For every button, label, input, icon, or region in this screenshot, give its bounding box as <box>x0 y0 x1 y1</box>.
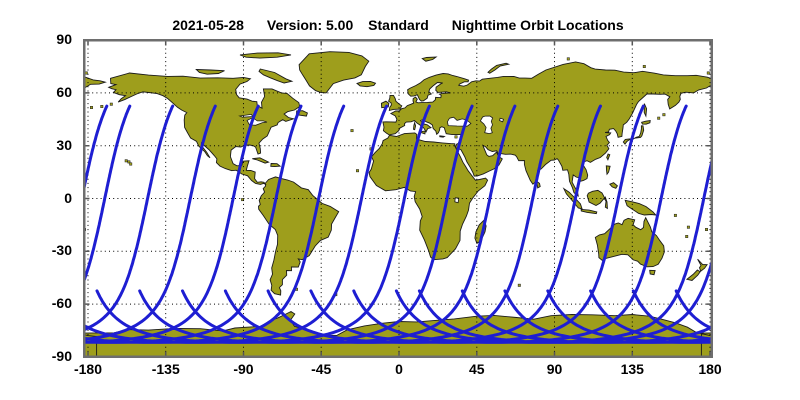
title-date: 2021-05-28 <box>172 17 244 33</box>
x-tick-label: 90 <box>546 361 563 377</box>
title-product: Standard <box>368 17 429 33</box>
small-islands <box>83 57 713 297</box>
y-tick-label: 0 <box>64 189 72 206</box>
plot-frame <box>83 39 713 358</box>
y-tick-label: 30 <box>56 136 72 153</box>
y-tick-label: 60 <box>56 83 72 100</box>
x-tick-label: 0 <box>395 361 403 377</box>
x-tick-label: -90 <box>233 361 254 377</box>
orbit-tracks <box>83 104 713 344</box>
y-tick-label: 90 <box>56 31 72 48</box>
title-version: Version: 5.00 <box>266 17 354 33</box>
world-map <box>83 51 713 358</box>
y-tick-label: -30 <box>51 242 72 259</box>
title-label: Nighttime Orbit Locations <box>451 17 624 33</box>
axis-ticks <box>84 39 712 358</box>
y-tick-label: -90 <box>51 347 72 364</box>
x-tick-label: 180 <box>698 361 722 377</box>
x-tick-label: -135 <box>151 361 180 377</box>
chart-title: 2021-05-28 Version: 5.00 Standard Nightt… <box>0 17 796 33</box>
x-tick-label: 135 <box>620 361 644 377</box>
y-tick-label: -60 <box>51 295 72 312</box>
lakes <box>238 113 505 204</box>
x-tick-label: -45 <box>311 361 332 377</box>
x-tick-label: 45 <box>468 361 485 377</box>
plot-area <box>83 39 713 358</box>
x-tick-label: -180 <box>73 361 102 377</box>
